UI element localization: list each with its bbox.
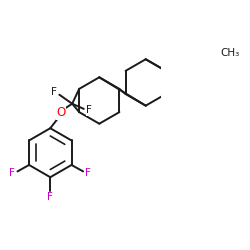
Text: CH₃: CH₃	[220, 48, 239, 58]
Text: F: F	[51, 87, 57, 97]
Text: F: F	[47, 192, 53, 202]
Text: F: F	[85, 168, 91, 178]
Text: F: F	[9, 168, 15, 178]
Text: O: O	[56, 106, 66, 119]
Text: F: F	[86, 105, 92, 115]
